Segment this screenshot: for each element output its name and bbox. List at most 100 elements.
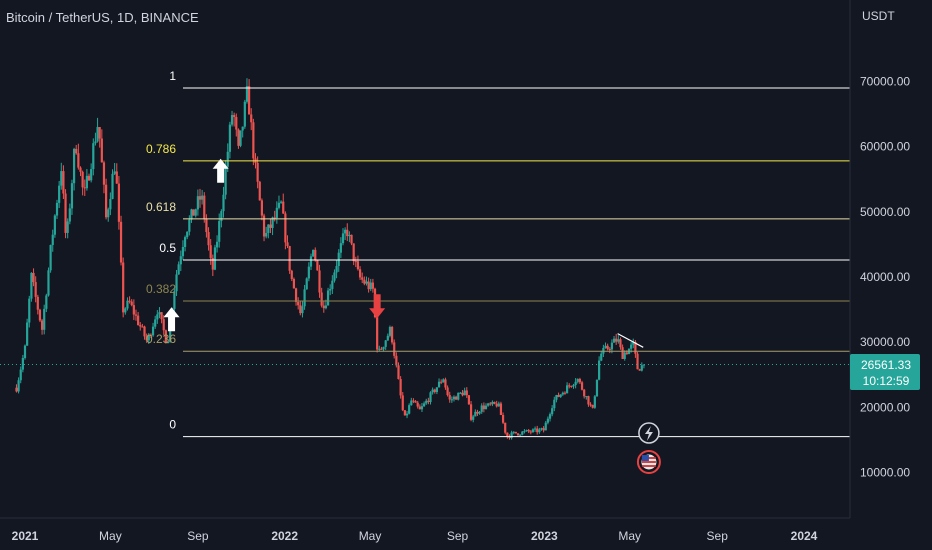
- candle-body: [284, 213, 287, 243]
- candle-body: [467, 395, 471, 405]
- candle-body: [292, 278, 296, 289]
- candle-body: [636, 353, 639, 370]
- candle-body: [356, 261, 360, 270]
- trendline[interactable]: [617, 333, 644, 348]
- us-flag-icon[interactable]: [636, 450, 661, 474]
- candle-body: [51, 234, 54, 246]
- candle-body: [587, 396, 590, 405]
- candle-body: [312, 249, 315, 257]
- last-price-tag: 26561.33 10:12:59: [850, 354, 920, 390]
- candle-body: [433, 389, 436, 393]
- candle-body: [47, 270, 50, 296]
- candle-body: [388, 326, 392, 336]
- candle-body: [132, 305, 135, 315]
- candle-body: [198, 196, 202, 200]
- candle-body: [309, 256, 313, 267]
- candle-body: [491, 401, 494, 405]
- down-arrow-icon[interactable]: [369, 294, 386, 319]
- candle-body: [209, 245, 212, 258]
- candle-body: [68, 208, 71, 222]
- candle-body: [431, 389, 434, 393]
- candle-body: [504, 422, 507, 433]
- lightning-icon[interactable]: [638, 422, 660, 444]
- candle-body: [87, 175, 91, 181]
- candle-body: [143, 326, 146, 337]
- candle-body: [634, 341, 637, 354]
- candle-body: [463, 390, 466, 396]
- candle-body: [487, 403, 490, 406]
- candle-body: [506, 432, 509, 437]
- candle-body: [630, 344, 633, 349]
- candle-body: [260, 200, 264, 216]
- candle-body: [250, 114, 253, 123]
- candle-body: [15, 387, 18, 392]
- candle-body: [60, 171, 63, 186]
- y-tick-label: 30000.00: [860, 335, 910, 349]
- candle-body: [66, 221, 69, 233]
- candle-body: [446, 387, 449, 396]
- candle-body: [448, 395, 451, 400]
- candle-body: [386, 335, 389, 341]
- candle-body: [55, 202, 59, 216]
- candle-body: [442, 379, 445, 383]
- up-arrow-icon[interactable]: [163, 307, 180, 332]
- candle-body: [162, 319, 165, 331]
- candle-body: [363, 279, 366, 284]
- candle-body: [177, 264, 180, 275]
- candle-body: [92, 143, 95, 170]
- candle-body: [269, 224, 272, 228]
- candle-body: [459, 392, 462, 394]
- candle-body: [156, 314, 159, 320]
- candle-body: [574, 381, 577, 385]
- candle-countdown-label: 10:12:59: [863, 374, 910, 388]
- candle-body: [326, 290, 330, 306]
- candle-body: [36, 296, 39, 310]
- time-axis[interactable]: 2021 May Sep 2022 May Sep 2023 May Sep 2024: [12, 529, 818, 543]
- candle-body: [30, 272, 33, 299]
- candle-body: [252, 122, 255, 159]
- up-arrow-icon[interactable]: [212, 158, 229, 183]
- candle-body: [591, 404, 594, 408]
- candle-body: [384, 340, 387, 347]
- price-axis[interactable]: 10000.00 20000.00 30000.00 40000.00 50000.00…: [860, 74, 910, 479]
- candle-body: [536, 428, 539, 433]
- fib-level-label: 1: [169, 69, 176, 83]
- candle-body: [508, 436, 511, 438]
- candle-body: [418, 406, 421, 410]
- candle-body: [23, 345, 27, 359]
- candle-body: [288, 246, 291, 271]
- y-tick-label: 40000.00: [860, 270, 910, 284]
- candle-body: [416, 402, 419, 407]
- candle-body: [245, 86, 249, 102]
- candle-body: [262, 215, 266, 237]
- candle-body: [405, 413, 409, 416]
- candle-body: [420, 406, 424, 410]
- candle-body: [149, 334, 153, 336]
- candle-body: [228, 124, 231, 152]
- axis-unit-label: USDT: [862, 9, 895, 23]
- candle-body: [519, 434, 522, 436]
- fib-level-label: 0.618: [146, 200, 176, 214]
- candle-body: [164, 330, 167, 344]
- candle-body: [440, 381, 443, 383]
- candle-body: [455, 396, 458, 400]
- candle-body: [173, 291, 176, 309]
- candle-body: [469, 404, 473, 420]
- candle-body: [128, 300, 131, 302]
- candle-body: [75, 148, 78, 154]
- candle-body: [324, 305, 328, 309]
- candle-body: [476, 411, 479, 414]
- candle-body: [542, 428, 545, 431]
- candle-body: [183, 237, 187, 247]
- candle-body: [425, 400, 428, 404]
- candle-body: [145, 336, 148, 341]
- candle-body: [220, 211, 223, 222]
- fib-level-label: 0.382: [146, 282, 176, 296]
- candle-body: [294, 288, 298, 302]
- candle-body: [501, 415, 505, 423]
- x-tick-label: Sep: [187, 529, 209, 543]
- candle-body: [70, 183, 74, 209]
- candle-body: [403, 410, 406, 416]
- candle-body: [222, 194, 225, 212]
